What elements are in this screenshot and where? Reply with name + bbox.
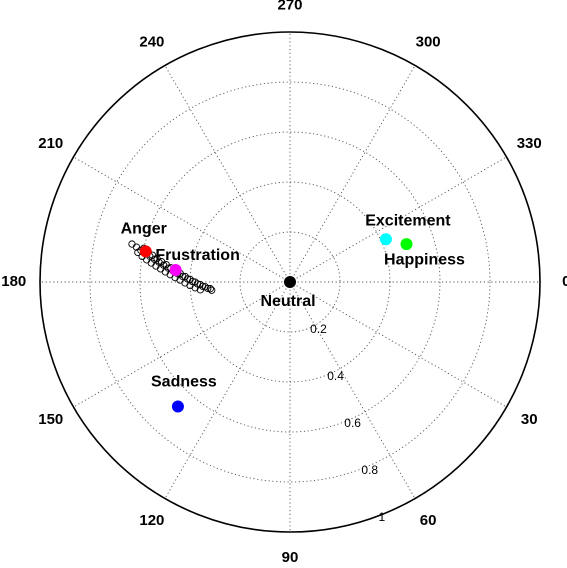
angular-gridline <box>289 281 507 408</box>
angle-tick-label: 30 <box>521 411 538 428</box>
emotion-label-anger: Anger <box>121 221 167 238</box>
emotion-label-neutral: Neutral <box>260 293 315 310</box>
emotion-label-happiness: Happiness <box>384 251 465 268</box>
angle-tick-label: 330 <box>517 135 542 152</box>
cluster-point <box>201 283 209 291</box>
angle-tick-label: 210 <box>38 135 63 152</box>
emotion-label-excitement: Excitement <box>365 213 451 230</box>
emotion-marker-sadness <box>171 400 184 413</box>
radial-gridline <box>89 81 491 483</box>
angle-tick-label: 0 <box>562 273 567 290</box>
emotion-marker-frustration <box>169 263 182 276</box>
outer-circle <box>39 31 541 533</box>
angle-tick-label: 90 <box>282 549 299 566</box>
angle-tick-label: 300 <box>416 34 441 51</box>
emotion-marker-neutral <box>284 276 296 288</box>
angular-gridline <box>289 65 416 283</box>
radius-tick-label: 0.2 <box>310 322 327 336</box>
emotion-marker-excitement <box>379 233 392 246</box>
radius-tick-label: 1 <box>379 510 386 524</box>
emotion-label-frustration: Frustration <box>155 247 239 264</box>
angular-gridline <box>289 281 416 499</box>
radius-tick-label: 0.8 <box>361 463 378 477</box>
emotion-marker-anger <box>139 245 152 258</box>
radial-gridline <box>139 131 441 433</box>
angle-tick-label: 180 <box>1 273 26 290</box>
cluster-point <box>191 284 199 292</box>
radius-tick-label: 0.6 <box>344 416 361 430</box>
radius-tick-label: 0.4 <box>327 369 344 383</box>
angle-tick-label: 60 <box>420 512 437 529</box>
angle-tick-label: 240 <box>139 34 164 51</box>
emotion-label-sadness: Sadness <box>151 374 217 391</box>
cluster-point <box>128 240 136 248</box>
angle-tick-label: 150 <box>38 411 63 428</box>
emotion-marker-happiness <box>400 238 413 251</box>
cluster-point <box>206 285 214 293</box>
angle-tick-label: 120 <box>139 512 164 529</box>
angle-tick-label: 270 <box>277 0 302 14</box>
cluster-point <box>208 286 216 294</box>
